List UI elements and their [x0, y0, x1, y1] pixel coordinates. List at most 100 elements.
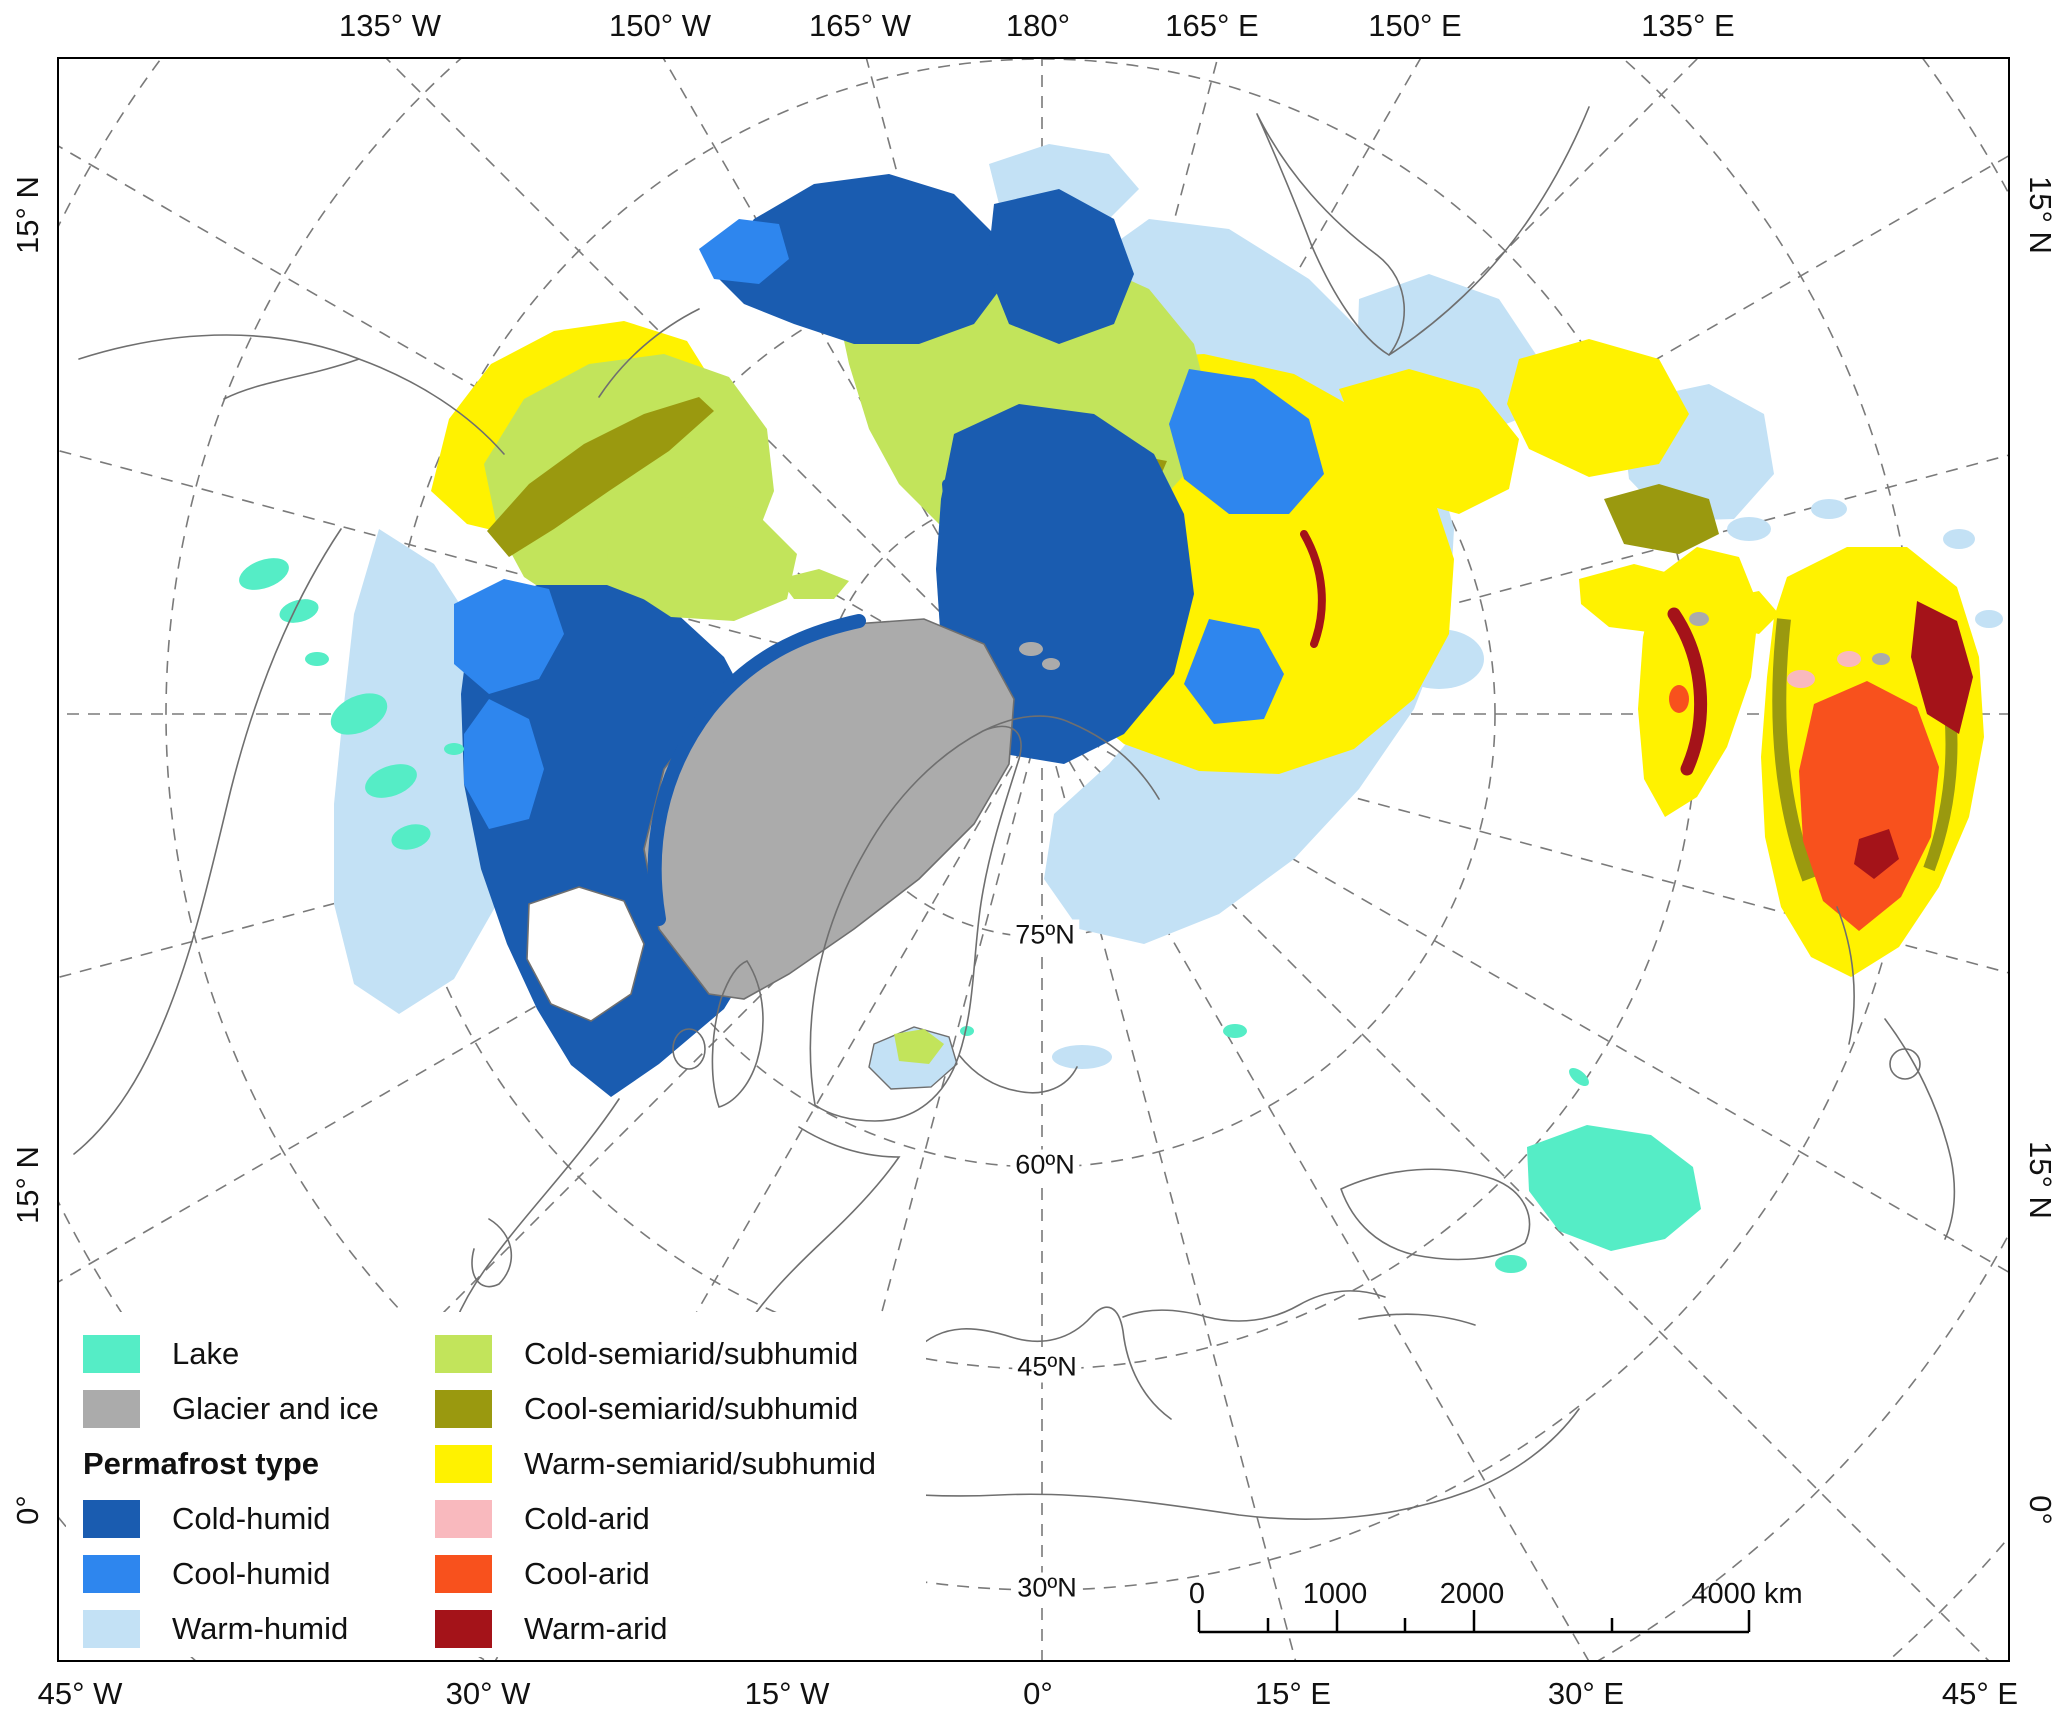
- legend-item-cold-semiarid: Cold-semiarid/subhumid: [435, 1335, 858, 1373]
- lake-caspian: [1527, 1125, 1701, 1251]
- cool-humid-layer: [454, 219, 1324, 829]
- lake: [239, 558, 289, 590]
- lake: [279, 599, 319, 623]
- legend-item-glacier: Glacier and ice: [83, 1390, 379, 1428]
- legend-swatch-warm-humid: [83, 1610, 140, 1648]
- coast-bering-russia: [598, 308, 700, 398]
- legend-swatch-cool-humid: [83, 1555, 140, 1593]
- coast-sakhalin-japan: [1836, 906, 1956, 1240]
- svalbard-ice-2: [1042, 658, 1060, 670]
- patch-canada-coolblue-1: [454, 579, 564, 694]
- legend-item-cold-humid: Cold-humid: [83, 1500, 331, 1538]
- coast-hokkaido: [1889, 1048, 1921, 1080]
- axis-label-left-0: 0°: [10, 1495, 45, 1525]
- patch-cold-arid-2: [1837, 651, 1861, 667]
- lake: [960, 1026, 974, 1036]
- legend-item-warm-semiarid: Warm-semiarid/subhumid: [435, 1445, 876, 1483]
- patch-siberia-coolblue-2: [1184, 619, 1284, 724]
- svalbard-ice: [1019, 642, 1043, 656]
- region-chukotka-darkblue: [714, 174, 1004, 344]
- lake-athabasca: [391, 824, 431, 850]
- legend-swatch-warm-arid: [435, 1610, 492, 1648]
- legend-item-warm-humid: Warm-humid: [83, 1610, 348, 1648]
- map-canvas: [59, 59, 2008, 1660]
- patch-warm-humid: [1052, 1045, 1112, 1069]
- band-alaska-olive: [487, 397, 714, 557]
- patch-cold-arid-1: [1787, 670, 1815, 688]
- axis-label-top-165e: 165° E: [1165, 8, 1259, 43]
- lake: [1223, 1024, 1247, 1038]
- axis-label-bottom-15w: 15° W: [744, 1676, 830, 1711]
- legend-swatch-cold-semiarid: [435, 1335, 492, 1373]
- region-tibet-orange-core: [1799, 681, 1939, 931]
- axis-label-top-150w: 150° W: [609, 8, 711, 43]
- region-siberia-ne-yellow: [1339, 369, 1519, 514]
- lake-great-slave: [365, 764, 417, 798]
- legend-title: Permafrost type: [83, 1446, 320, 1481]
- lake: [1495, 1255, 1527, 1273]
- legend-swatch-cool-arid: [435, 1555, 492, 1593]
- legend-label-cool-arid: Cool-arid: [524, 1556, 650, 1591]
- patch-cool-arid-west: [1669, 685, 1689, 713]
- parallel-label-30n: 30ºN: [1012, 1572, 1082, 1604]
- axis-label-left-15n-bottom: 15° N: [10, 1146, 45, 1224]
- legend-label-cold-semiarid: Cold-semiarid/subhumid: [524, 1336, 859, 1371]
- permafrost-regions: [239, 144, 2003, 1273]
- legend-item-warm-arid: Warm-arid: [435, 1610, 668, 1648]
- legend-swatch-warm-semiarid: [435, 1445, 492, 1483]
- axis-label-top-135e: 135° E: [1641, 8, 1735, 43]
- legend-title-row: Permafrost type: [83, 1445, 319, 1483]
- iceland-green: [894, 1029, 944, 1064]
- region-tibet-darkred-east: [1911, 601, 1973, 734]
- region-tibet-darkred-south: [1854, 829, 1899, 879]
- parallel-label-45n: 45ºN: [1012, 1351, 1082, 1383]
- coast-na-west: [73, 528, 342, 1155]
- lake: [444, 743, 464, 755]
- legend-item-cold-arid: Cold-arid: [435, 1500, 650, 1538]
- greenland-coast-darkblue-fringe: [647, 614, 866, 926]
- legend-item-cool-humid: Cool-humid: [83, 1555, 331, 1593]
- legend-item-lake: Lake: [83, 1335, 239, 1373]
- coast-kamchatka: [1256, 106, 1590, 357]
- axis-label-bottom-45w: 45° W: [37, 1676, 123, 1711]
- lake-balkhash: [1569, 1068, 1589, 1086]
- patch-warm-humid: [1975, 610, 2003, 628]
- region-fareast-yellow: [1507, 339, 1689, 477]
- legend: Lake Glacier and ice Permafrost type Col…: [66, 1312, 926, 1657]
- region-taymyr-darkblue: [987, 189, 1134, 344]
- arid-layer: [1300, 530, 1973, 931]
- squiggle-tienshan-darkred: [1667, 607, 1708, 776]
- legend-item-cool-arid: Cool-arid: [435, 1555, 650, 1593]
- patch-mongolia-olive: [1604, 484, 1719, 554]
- axis-label-left-15n-top: 15° N: [10, 176, 45, 254]
- axis-label-top-165w: 165° W: [809, 8, 911, 43]
- legend-label-cool-semiarid: Cool-semiarid/subhumid: [524, 1391, 859, 1426]
- legend-swatch-cool-semiarid: [435, 1390, 492, 1428]
- scalebar-label-0: 0: [1188, 1578, 1206, 1610]
- patch-chukotka-coolblue: [699, 219, 789, 284]
- patch-siberia-coolblue-1: [1169, 369, 1324, 514]
- lake: [305, 652, 329, 666]
- axis-label-right-15n-top: 15° N: [2023, 176, 2058, 254]
- axis-label-bottom-45e: 45° E: [1941, 1676, 2019, 1711]
- patch-warm-humid: [1811, 499, 1847, 519]
- coast-black-sea: [1340, 1168, 1531, 1326]
- coast-ireland: [672, 1028, 706, 1070]
- hudson-bay: [526, 886, 645, 1022]
- tibet-ice-1: [1689, 612, 1709, 626]
- coast-britain: [711, 960, 764, 1108]
- squiggle-sayan-darkred: [1300, 530, 1326, 648]
- axis-label-bottom-30e: 30° E: [1547, 1676, 1625, 1711]
- patch-warm-humid: [1727, 517, 1771, 541]
- axis-label-top-150e: 150° E: [1368, 8, 1462, 43]
- legend-swatch-cold-arid: [435, 1500, 492, 1538]
- legend-label-warm-humid: Warm-humid: [172, 1611, 349, 1646]
- lakes-layer: [239, 558, 1701, 1273]
- arc-novaya-zemlya: [942, 479, 994, 604]
- region-arctic-islands-green: [607, 497, 797, 621]
- axis-label-right-0: 0°: [2023, 1495, 2058, 1525]
- coast-scandinavia: [809, 715, 1078, 1122]
- region-greenland-north-green: [779, 569, 849, 599]
- legend-swatch-glacier: [83, 1390, 140, 1428]
